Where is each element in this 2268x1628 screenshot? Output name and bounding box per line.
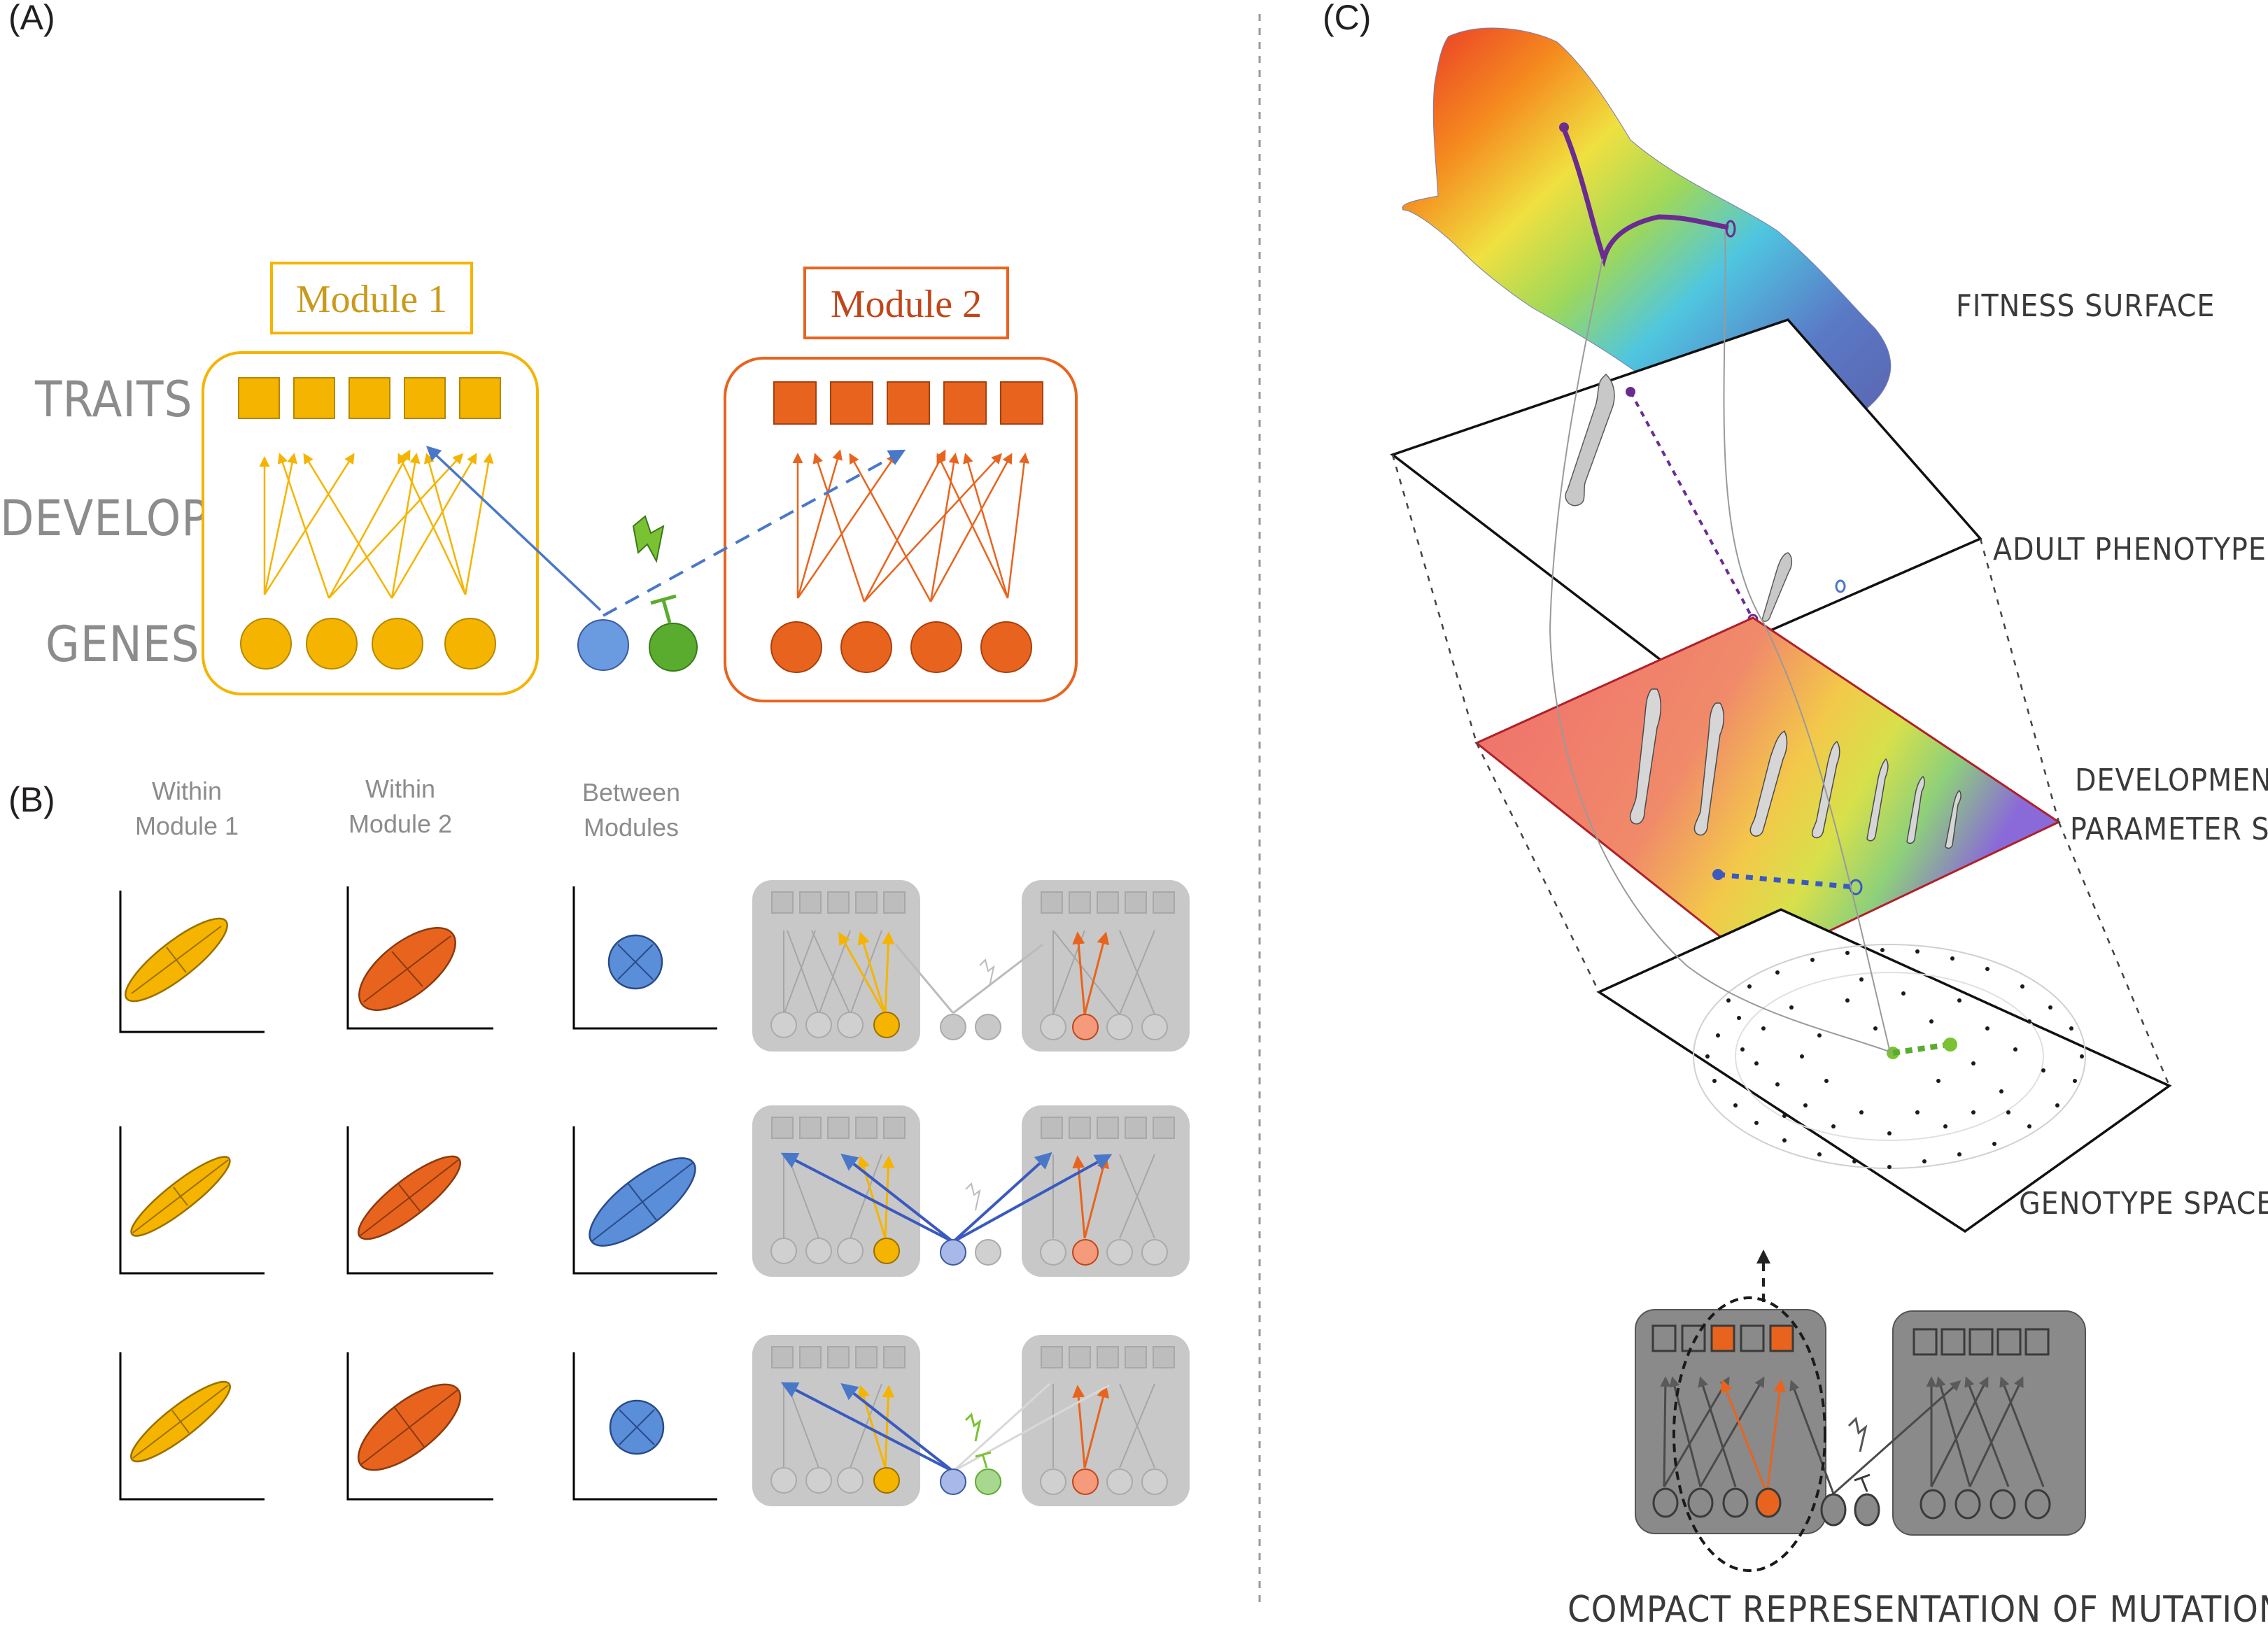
panel-label-a: (A) (8, 0, 55, 37)
panel-a: TRAITS DEVELOPMENT GENES Module 1 (0, 262, 1078, 702)
module2-title: Module 2 (831, 283, 982, 326)
correlation-plot (572, 1352, 717, 1501)
mini-network-row2 (752, 1105, 1190, 1277)
pleiotropic-arrow-module2 (603, 449, 906, 617)
fitness-path (1561, 128, 1729, 268)
panel-b: Within Module 1 Within Module 2 Between … (119, 774, 1190, 1506)
label-developmental-line1: DEVELOPMENTAL (2075, 763, 2268, 798)
label-genotype-space: GENOTYPE SPACE (2019, 1186, 2268, 1222)
module2-box (724, 357, 1078, 702)
pleiotropic-arrow-module1 (425, 446, 602, 611)
mini-network-row1 (752, 880, 1190, 1052)
correlation-plot (572, 886, 717, 1030)
trajectory-threads (1549, 230, 1894, 1054)
correlation-plot (119, 1352, 265, 1501)
label-adult-phenotype: ADULT PHENOTYPE (1993, 532, 2267, 567)
genotype-space-plane (1596, 908, 2172, 1233)
col-head-within-module1-line2: Module 1 (135, 812, 239, 840)
bone-icon (1761, 552, 1793, 622)
label-fitness-surface: FITNESS SURFACE (1956, 288, 2215, 324)
row-label-genes: GENES (45, 616, 199, 673)
correlation-plot (346, 1352, 493, 1501)
adult-phenotype-plane (1390, 318, 1982, 674)
module2-title-box (803, 267, 1009, 339)
correlation-plot (346, 1126, 493, 1275)
module1-traits (238, 377, 501, 419)
panel-label-c: (C) (1323, 0, 1371, 37)
col-head-between-modules-line2: Modules (584, 813, 679, 842)
correlation-plot (346, 886, 493, 1030)
module1-title: Module 1 (296, 278, 447, 321)
correlation-plot (119, 1126, 265, 1275)
panel-c: FITNESS SURFACE ADULT PHENOTYPE DEVELOPM… (1390, 27, 2268, 1628)
compact-highlight-ellipse (1672, 1296, 1826, 1572)
caption-compact-representation: COMPACT REPRESENTATION OF MUTATIONAL EFF… (1568, 1589, 2268, 1628)
compact-representation (1635, 1296, 2086, 1572)
module1-title-box (270, 262, 473, 334)
module2-genes (770, 621, 1032, 673)
module1-genes (240, 618, 496, 670)
col-head-within-module2-line2: Module 2 (348, 809, 452, 838)
row-label-traits: TRAITS (34, 371, 192, 428)
pleiotropic-gene (577, 619, 629, 671)
inhibition-mark (650, 594, 677, 623)
panel-label-b: (B) (8, 780, 55, 819)
bone-icon (1565, 373, 1615, 507)
col-head-between-modules-line1: Between (582, 778, 680, 807)
module1-development-arrows (259, 449, 494, 599)
gene-network-cloud (1693, 944, 2086, 1169)
module2-traits (773, 381, 1043, 425)
modifier-gene (649, 623, 698, 672)
correlation-plot (119, 891, 265, 1033)
col-head-within-module2-line1: Within (365, 774, 435, 803)
correlation-plot (572, 1126, 717, 1275)
label-developmental-line2: PARAMETER SPACE (2070, 812, 2268, 847)
layer-connectors (1391, 454, 2171, 1086)
col-head-within-module1-line1: Within (152, 777, 222, 805)
module2-development-arrows (792, 449, 1029, 602)
lightning-icon (632, 515, 665, 563)
mini-network-row3 (752, 1335, 1190, 1506)
